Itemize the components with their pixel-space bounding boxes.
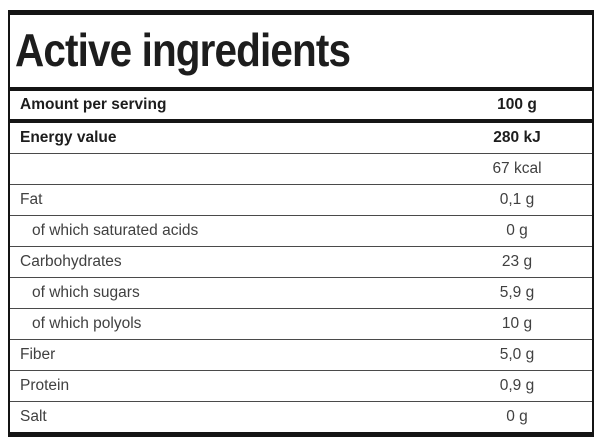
nutrient-value: 5,0 g: [499, 346, 535, 364]
nutrient-label: Energy value: [20, 129, 117, 147]
nutrient-label: of which polyols: [32, 315, 142, 333]
nutrition-table: Amount per serving 100 g Energy value 28…: [10, 91, 592, 432]
nutrient-label: Protein: [20, 377, 70, 395]
nutrient-label: Salt: [20, 408, 47, 426]
nutrient-value: 5,9 g: [499, 284, 535, 302]
table-row-saturated-acids: of which saturated acids 0 g: [10, 215, 592, 246]
table-row-sugars: of which sugars 5,9 g: [10, 277, 592, 308]
table-row-carbohydrates: Carbohydrates 23 g: [10, 246, 592, 277]
nutrient-label: Fat: [20, 191, 43, 209]
title-bar: Active ingredients: [10, 15, 592, 92]
table-row-protein: Protein 0,9 g: [10, 370, 592, 401]
nutrient-label: of which sugars: [32, 284, 140, 302]
table-row-fiber: Fiber 5,0 g: [10, 339, 592, 370]
nutrient-label: Amount per serving: [20, 96, 167, 114]
table-row-polyols: of which polyols 10 g: [10, 308, 592, 339]
nutrient-value: 0 g: [506, 222, 528, 240]
table-row-energy-value: Energy value 280 kJ: [10, 119, 592, 153]
nutrition-label-panel: Active ingredients Amount per serving 10…: [8, 10, 594, 438]
nutrient-label: Fiber: [20, 346, 56, 364]
nutrient-value: 0 g: [506, 408, 528, 426]
nutrient-value: 23 g: [501, 253, 533, 271]
table-row-salt: Salt 0 g: [10, 401, 592, 432]
nutrient-value: 0,9 g: [499, 377, 535, 395]
nutrient-label: of which saturated acids: [32, 222, 199, 240]
table-row-fat: Fat 0,1 g: [10, 184, 592, 215]
table-row-amount-per-serving: Amount per serving 100 g: [10, 91, 592, 119]
page-title: Active ingredients: [15, 24, 351, 76]
table-row-energy-kcal: 67 kcal: [10, 153, 592, 184]
nutrient-value: 10 g: [501, 315, 533, 333]
nutrient-value: 0,1 g: [499, 191, 535, 209]
nutrient-value: 100 g: [497, 96, 537, 114]
nutrient-value: 67 kcal: [492, 160, 542, 178]
nutrient-label: Carbohydrates: [20, 253, 122, 271]
nutrient-value: 280 kJ: [493, 129, 541, 147]
